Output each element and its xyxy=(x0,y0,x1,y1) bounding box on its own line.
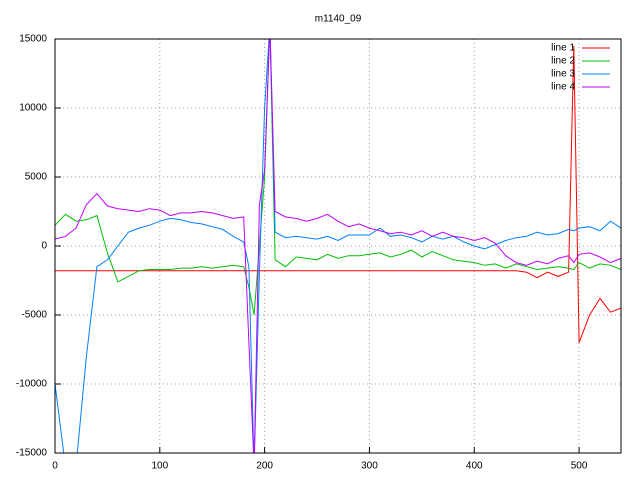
y-tick-label: 15000 xyxy=(19,34,47,45)
data-line xyxy=(55,45,621,343)
y-tick-label: 5000 xyxy=(25,172,48,183)
y-tick-label: -5000 xyxy=(21,310,47,321)
x-tick-label: 100 xyxy=(151,461,168,472)
y-tick-label: -15000 xyxy=(16,448,48,459)
y-tick-label: 0 xyxy=(41,241,47,252)
y-tick-label: 10000 xyxy=(19,103,47,114)
data-line xyxy=(55,39,621,453)
x-tick-label: 400 xyxy=(466,461,483,472)
legend-label: line 3 xyxy=(551,69,575,80)
x-tick-label: 200 xyxy=(256,461,273,472)
x-tick-label: 500 xyxy=(571,461,588,472)
plot-lines xyxy=(55,39,621,453)
legend-label: line 4 xyxy=(551,82,575,93)
legend-label: line 2 xyxy=(551,56,575,67)
data-line xyxy=(55,39,621,453)
y-tick-label: -10000 xyxy=(16,379,48,390)
grid xyxy=(54,38,621,454)
x-tick-label: 0 xyxy=(52,461,58,472)
data-line xyxy=(55,39,621,316)
chart-title: m1140_09 xyxy=(315,14,362,25)
legend: line 1 line 2 line 3 line 4 xyxy=(551,43,610,93)
x-tick-label: 300 xyxy=(361,461,378,472)
legend-label: line 1 xyxy=(551,43,575,54)
